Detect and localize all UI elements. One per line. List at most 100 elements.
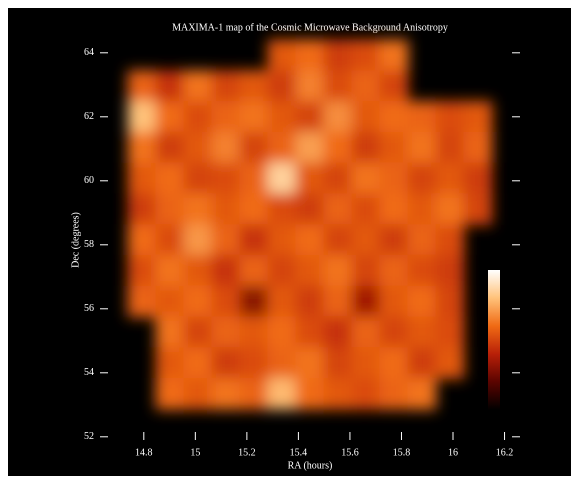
map-cell (127, 193, 157, 226)
map-cell (351, 101, 381, 133)
map-cell (351, 131, 381, 164)
map-cell (323, 39, 353, 72)
map-cell (407, 377, 437, 410)
map-cell (435, 224, 465, 256)
map-cell (267, 377, 297, 410)
map-cell (323, 162, 353, 195)
map-cell (351, 193, 381, 226)
x-axis-label: RA (hours) (288, 460, 333, 471)
map-cell (295, 193, 325, 226)
map-cell (407, 193, 437, 226)
x-tick-label: 16 (448, 447, 458, 458)
map-cell (407, 162, 437, 195)
map-cell (295, 254, 325, 287)
map-cell (295, 377, 325, 410)
map-cell (239, 224, 269, 256)
map-cell (379, 316, 409, 349)
map-cell (267, 70, 297, 103)
map-cell (435, 254, 465, 287)
map-cell (379, 70, 409, 103)
map-cell (435, 285, 465, 318)
map-cell (379, 285, 409, 318)
map-cell (155, 224, 185, 256)
map-cell (323, 254, 353, 287)
x-tick-label: 16.2 (496, 447, 514, 458)
map-cell (239, 162, 269, 195)
map-cell (267, 224, 297, 256)
map-cell (323, 316, 353, 349)
map-cell (407, 347, 437, 379)
map-cell (183, 193, 213, 226)
map-cell (435, 162, 465, 195)
map-cell (323, 224, 353, 256)
map-cell (407, 316, 437, 349)
map-cell (239, 254, 269, 287)
map-cell (351, 316, 381, 349)
map-cell (323, 347, 353, 379)
y-tick-label: 54 (84, 367, 94, 378)
map (127, 39, 493, 410)
map-cell (295, 162, 325, 195)
map-cell (379, 224, 409, 256)
y-tick-label: 52 (84, 431, 94, 442)
map-cell (239, 101, 269, 133)
map-cell (183, 377, 213, 410)
map-cell (183, 101, 213, 133)
colorbar (488, 270, 500, 410)
map-cell (435, 193, 465, 226)
map-cell (267, 39, 297, 72)
map-cell (323, 101, 353, 133)
map-cell (127, 254, 157, 287)
map-cell (239, 377, 269, 410)
y-tick-label: 58 (84, 239, 94, 250)
map-cell (407, 131, 437, 164)
chart-title: MAXIMA-1 map of the Cosmic Microwave Bac… (172, 22, 448, 33)
map-cell (379, 162, 409, 195)
map-cell (127, 131, 157, 164)
map-cell (379, 101, 409, 133)
map-cell (463, 131, 493, 164)
map-cell (295, 224, 325, 256)
y-tick-label: 56 (84, 303, 94, 314)
map-cell (211, 377, 241, 410)
map-cell (407, 224, 437, 256)
x-tick-label: 15.8 (393, 447, 411, 458)
map-cell (127, 285, 157, 318)
map-cell (379, 254, 409, 287)
map-cell (351, 347, 381, 379)
map-cell (351, 224, 381, 256)
map-cell (267, 162, 297, 195)
map-cell (211, 101, 241, 133)
map-cell (239, 131, 269, 164)
map-cell (211, 316, 241, 349)
map-cell (155, 377, 185, 410)
map-cell (351, 70, 381, 103)
map-cell (267, 316, 297, 349)
map-cell (211, 224, 241, 256)
map-cell (183, 70, 213, 103)
map-cell (351, 377, 381, 410)
y-tick-label: 64 (84, 47, 94, 58)
map-cell (295, 285, 325, 318)
map-cell (155, 316, 185, 349)
map-cell (211, 347, 241, 379)
x-tick-label: 15.2 (238, 447, 256, 458)
map-cell (267, 193, 297, 226)
y-tick-label: 62 (84, 111, 94, 122)
map-cell (155, 347, 185, 379)
map-cell (211, 254, 241, 287)
map-cell (183, 224, 213, 256)
map-cell (183, 316, 213, 349)
y-tick-label: 60 (84, 175, 94, 186)
x-tick-label: 14.8 (135, 447, 153, 458)
map-cell (379, 347, 409, 379)
map-cell (295, 101, 325, 133)
map-cell (155, 70, 185, 103)
map-cell (239, 347, 269, 379)
map-cell (407, 285, 437, 318)
map-cell (463, 193, 493, 226)
map-cell (351, 285, 381, 318)
map-cell (183, 162, 213, 195)
map-cell (323, 377, 353, 410)
